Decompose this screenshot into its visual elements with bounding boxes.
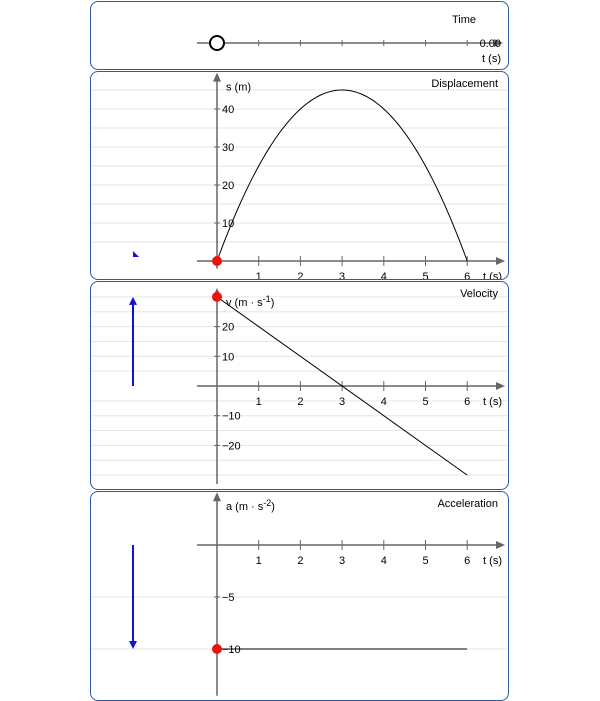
chart-title: Velocity bbox=[460, 288, 498, 300]
series-line bbox=[216, 89, 468, 262]
x-tick-label: 2 bbox=[297, 396, 303, 408]
time-slider-svg[interactable]: Time 0.00 t (s) bbox=[91, 2, 509, 70]
acceleration-panel: 1 2 3 4 5 6 t (s) −10 −5 a (m · s-2) Acceleration bbox=[90, 491, 509, 701]
x-axis-arrow bbox=[496, 382, 505, 390]
x-axis-arrow bbox=[496, 257, 505, 265]
x-tick-label: 6 bbox=[464, 396, 470, 408]
y-axis-label: v (m · s-1) bbox=[226, 294, 274, 309]
time-slider-handle[interactable] bbox=[209, 35, 225, 51]
y-tick-label: 10 bbox=[222, 218, 234, 230]
x-tick-label: 5 bbox=[422, 396, 428, 408]
x-tick-label: 4 bbox=[381, 271, 387, 280]
chart-title: Displacement bbox=[431, 78, 498, 90]
x-tick-label: 3 bbox=[339, 396, 345, 408]
x-tick-label: 4 bbox=[381, 555, 387, 567]
velocity-chart: 1 2 3 4 5 6 t (s) −20 −10 10 20 v (m · s-1) Velocity bbox=[91, 287, 508, 485]
y-tick-label: 30 bbox=[222, 142, 234, 154]
y-tick-label: −20 bbox=[222, 440, 241, 452]
y-tick-label: −10 bbox=[222, 644, 241, 656]
y-tick-label: 10 bbox=[222, 351, 234, 363]
acceleration-vector-arrowhead bbox=[129, 641, 137, 649]
x-tick-label: 2 bbox=[297, 271, 303, 280]
x-tick-label: 4 bbox=[381, 396, 387, 408]
x-tick-label: 1 bbox=[256, 396, 262, 408]
x-tick-label: 3 bbox=[339, 555, 345, 567]
time-panel: Time 0.00 t (s) bbox=[90, 1, 509, 70]
displacement-chart: 1 2 3 4 5 6 t (s) 10 20 30 40 s (m) Displacement bbox=[91, 72, 508, 280]
y-axis-label: a (m · s-2) bbox=[226, 498, 275, 513]
displacement-panel: 1 2 3 4 5 6 t (s) 10 20 30 40 s (m) Displacement bbox=[90, 71, 509, 280]
time-unit: t (s) bbox=[482, 53, 501, 65]
position-indicator bbox=[133, 251, 139, 257]
x-tick-label: 6 bbox=[464, 271, 470, 280]
x-tick-label: 5 bbox=[422, 555, 428, 567]
velocity-panel: 1 2 3 4 5 6 t (s) −20 −10 10 20 v (m · s-1) Velocity bbox=[90, 281, 509, 490]
x-tick-label: 2 bbox=[297, 555, 303, 567]
x-tick-label: 5 bbox=[422, 271, 428, 280]
time-title: Time bbox=[452, 14, 476, 26]
y-tick-label: −10 bbox=[222, 411, 241, 423]
x-axis-label: t (s) bbox=[483, 396, 502, 408]
velocity-vector-arrowhead bbox=[129, 296, 137, 305]
acceleration-chart: 1 2 3 4 5 6 t (s) −10 −5 a (m · s-2) Acceleration bbox=[91, 492, 508, 696]
time-value: 0.00 bbox=[480, 38, 501, 50]
x-tick-label: 3 bbox=[339, 271, 345, 280]
x-axis-label: t (s) bbox=[483, 555, 502, 567]
time-axis-arrow bbox=[494, 39, 503, 47]
y-tick-label: 40 bbox=[222, 104, 234, 116]
series-line bbox=[216, 296, 468, 476]
y-axis-arrow bbox=[213, 492, 221, 502]
current-value-marker bbox=[212, 644, 222, 654]
current-value-marker bbox=[212, 256, 222, 266]
y-tick-label: −5 bbox=[222, 592, 235, 604]
x-axis-label: t (s) bbox=[483, 271, 502, 280]
y-axis-arrow bbox=[213, 72, 221, 82]
x-tick-label: 1 bbox=[256, 555, 262, 567]
y-tick-label: 20 bbox=[222, 322, 234, 334]
x-tick-label: 1 bbox=[256, 271, 262, 280]
current-value-marker bbox=[212, 291, 222, 302]
x-axis-arrow bbox=[496, 541, 505, 549]
x-tick-label: 6 bbox=[464, 555, 470, 567]
y-axis-label: s (m) bbox=[226, 82, 251, 94]
y-tick-label: 20 bbox=[222, 180, 234, 192]
chart-title: Acceleration bbox=[437, 498, 498, 510]
